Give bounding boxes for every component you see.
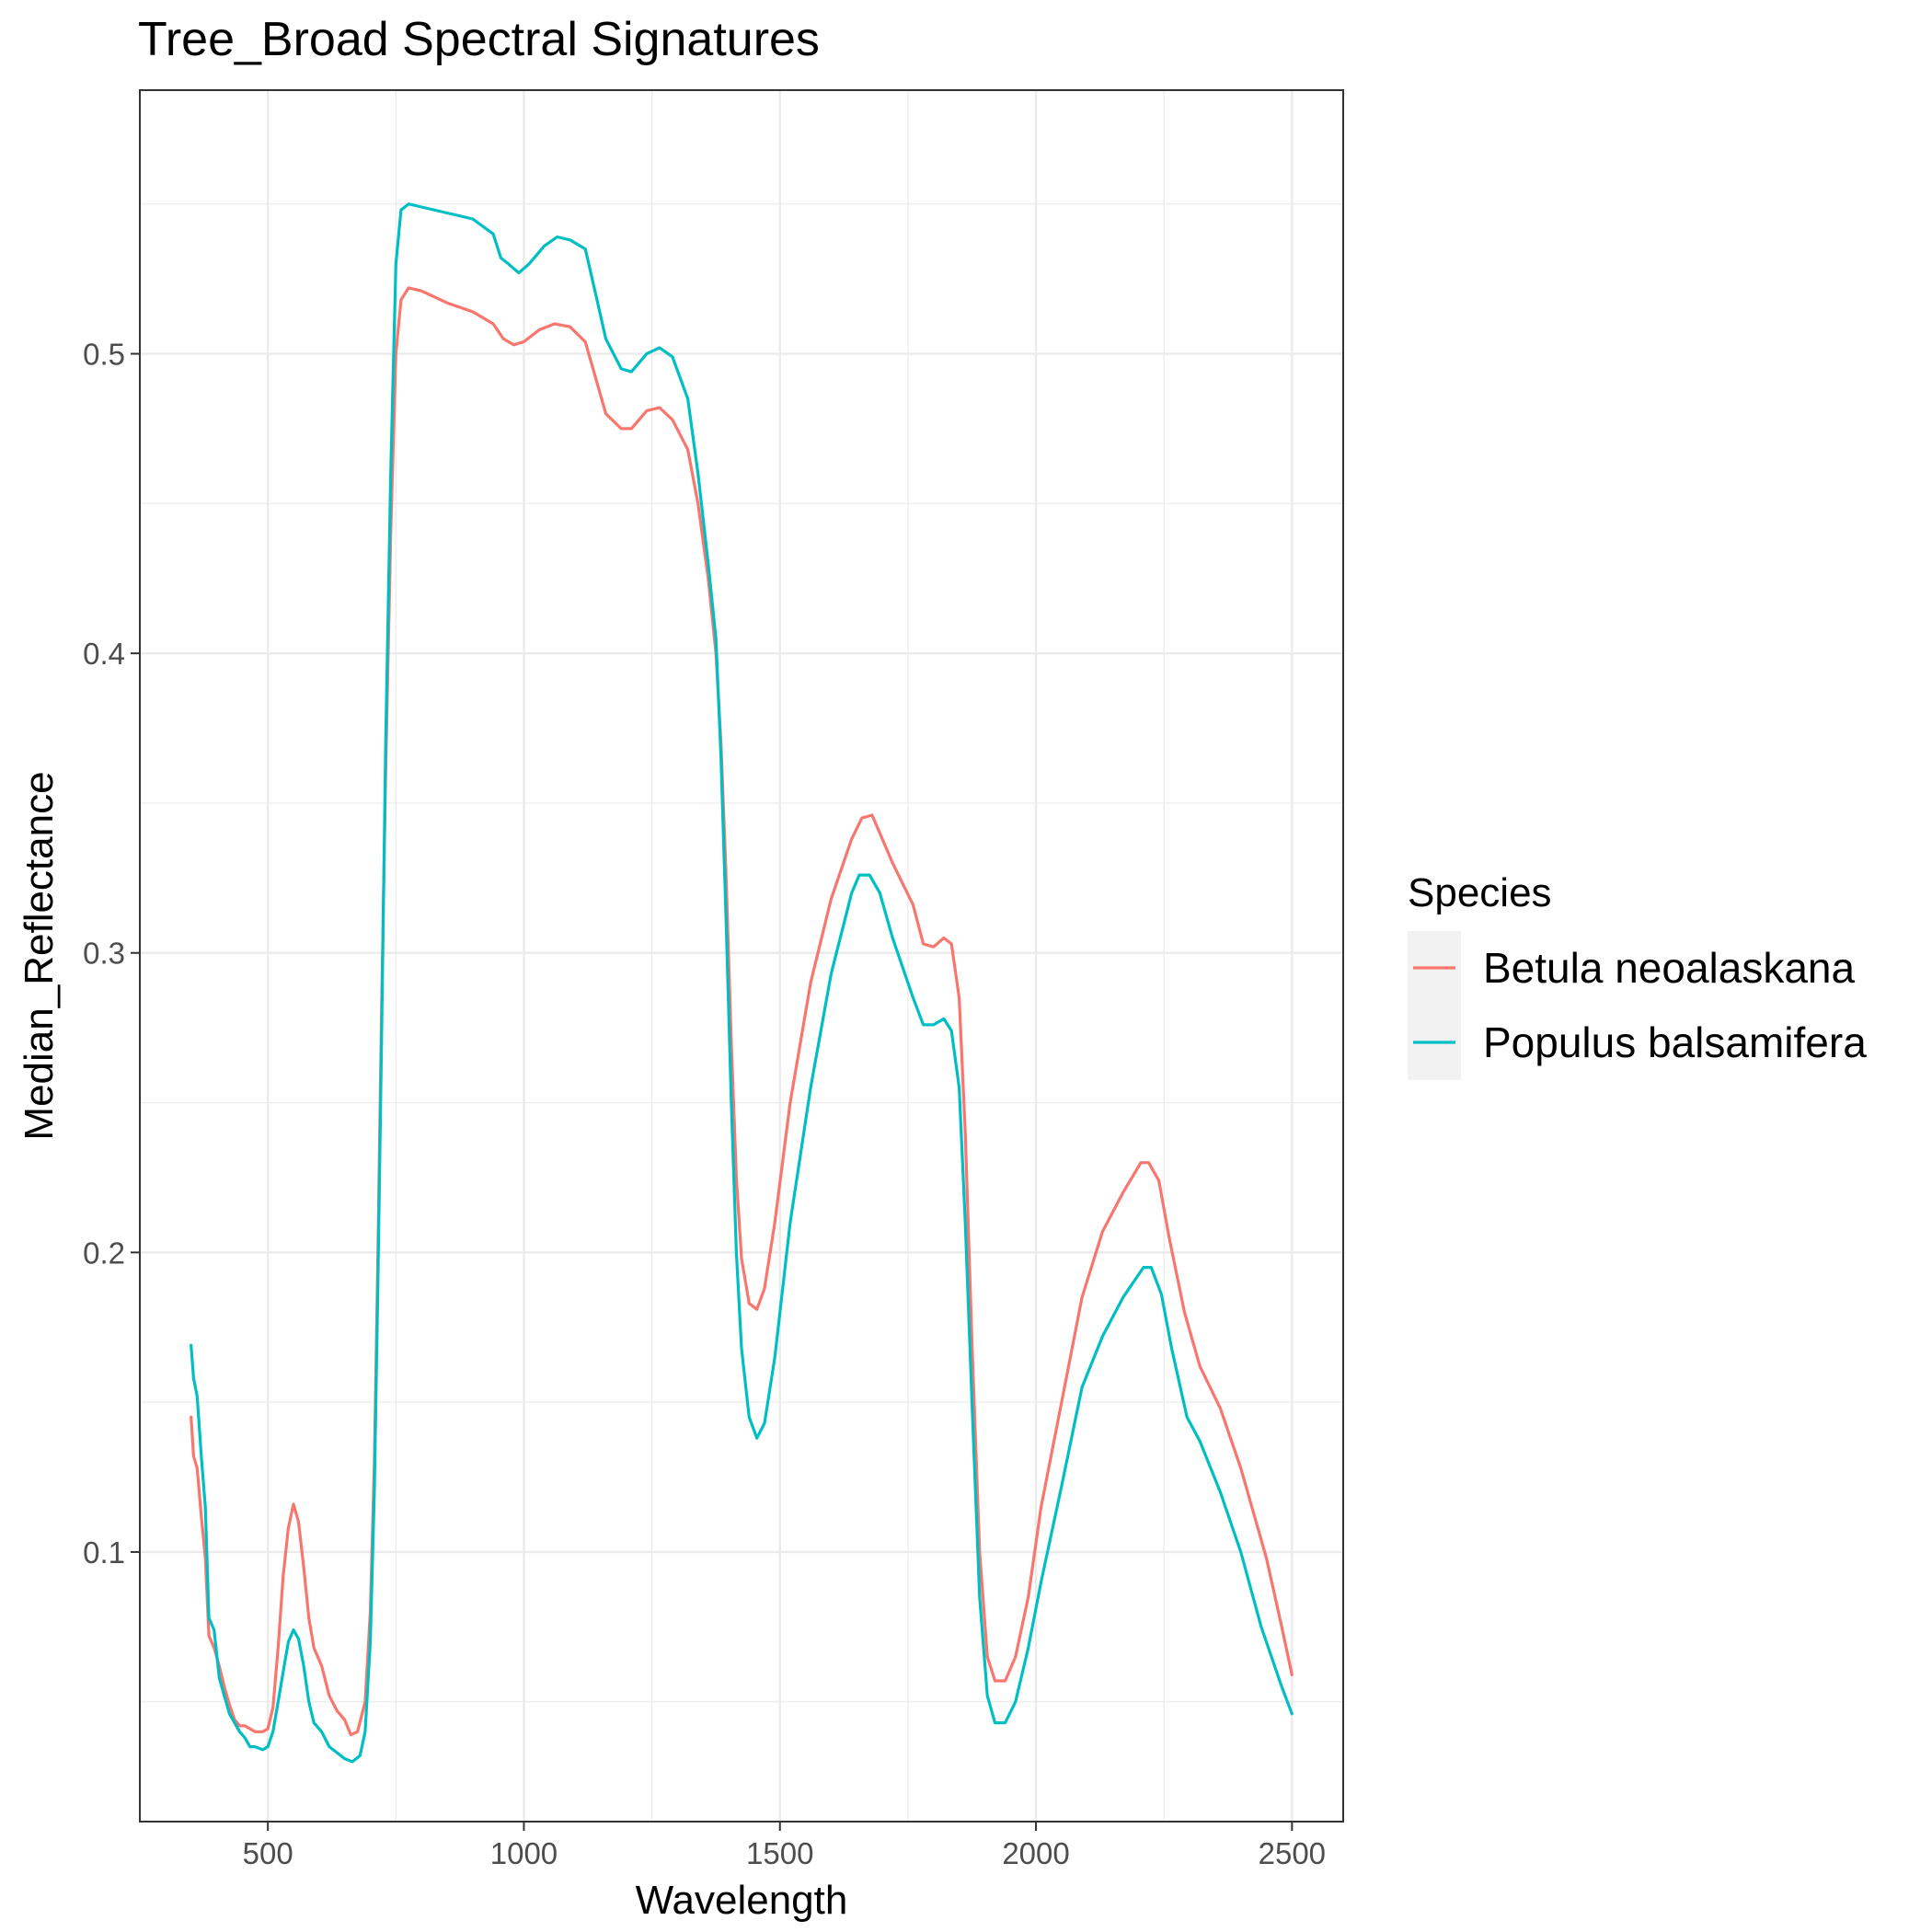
grid-lines <box>140 90 1343 1822</box>
plot-area <box>139 89 1344 1823</box>
y-axis-title: Median_Reflectance <box>17 771 62 1140</box>
plot-background <box>140 90 1343 1822</box>
series-line <box>190 202 1294 1764</box>
legend-title: Species <box>1408 870 1552 915</box>
plot-border <box>139 89 1344 1823</box>
legend: Species Betula neoalaskana Populus balsam… <box>1408 870 1867 1080</box>
x-tick-label: 500 <box>243 1836 293 1870</box>
y-tick-label: 0.2 <box>83 1236 125 1270</box>
x-tick-label: 2000 <box>1002 1836 1069 1870</box>
chart-title: Tree_Broad Spectral Signatures <box>138 13 820 66</box>
legend-label: Populus balsamifera <box>1483 1018 1867 1066</box>
y-tick-label: 0.5 <box>83 338 125 372</box>
legend-items: Betula neoalaskana Populus balsamifera <box>1408 931 1867 1080</box>
x-axis: 500 1000 1500 2000 2500 <box>243 1822 1326 1870</box>
series-line <box>190 286 1294 1737</box>
y-tick-label: 0.4 <box>83 637 125 671</box>
y-tick-label: 0.1 <box>83 1535 125 1570</box>
y-axis: 0.1 0.2 0.3 0.4 0.5 <box>83 338 140 1570</box>
x-tick-label: 2500 <box>1259 1836 1326 1870</box>
series-lines <box>190 202 1294 1764</box>
x-axis-title: Wavelength <box>636 1878 848 1923</box>
legend-label: Betula neoalaskana <box>1483 944 1856 992</box>
x-tick-label: 1000 <box>490 1836 558 1870</box>
y-tick-label: 0.3 <box>83 937 125 971</box>
x-tick-label: 1500 <box>746 1836 813 1870</box>
